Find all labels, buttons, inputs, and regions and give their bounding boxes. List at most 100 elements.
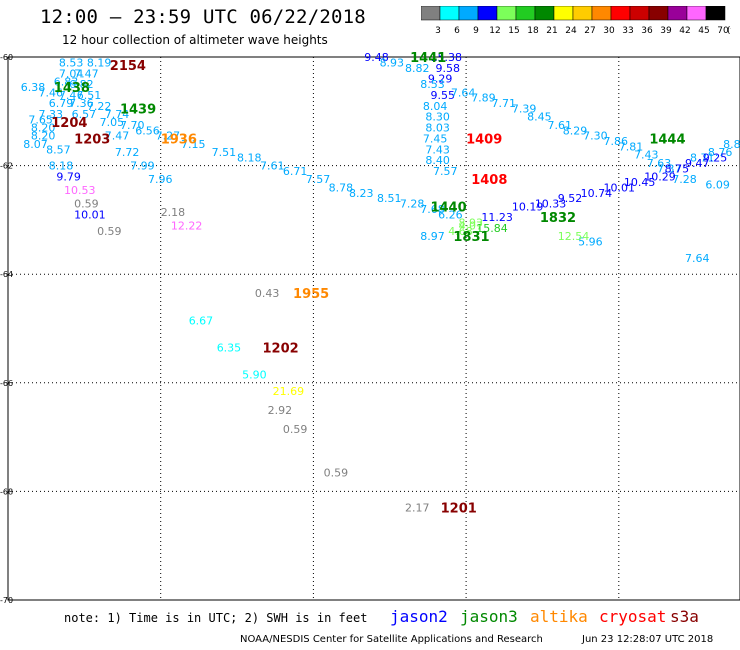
pass-time-label: 1831 (453, 230, 489, 245)
swh-value: 6.35 (217, 342, 242, 355)
swh-value: 2.18 (161, 206, 186, 219)
footer-note: note: 1) Time is in UTC; 2) SWH is in fe… (64, 611, 368, 625)
legend-cryosat: cryosat (599, 607, 667, 626)
pass-time-label: 1832 (540, 211, 576, 226)
lon-tick-label: 168 (153, 605, 168, 606)
legend-altika: altika (530, 607, 588, 626)
swh-value: 0.59 (97, 225, 122, 238)
swh-value: 8.19 (87, 56, 112, 69)
swh-value: 7.45 (423, 132, 448, 145)
swh-value: 8.57 (46, 143, 71, 156)
swh-value: 7.27 (156, 130, 181, 143)
map-frame (7, 56, 740, 601)
swh-value: 8.20 (31, 130, 55, 143)
swh-value: 7.81 (619, 141, 644, 154)
pass-time-label: 1202 (263, 342, 299, 357)
swh-value: 8.20 (31, 122, 55, 135)
swh-value: 7.43 (634, 149, 659, 162)
pass-time-label: 1441 (410, 51, 446, 66)
colorbar-label: 27 (584, 26, 595, 36)
swh-value: 12.54 (558, 230, 590, 243)
colorbar-label: 30 (603, 26, 615, 36)
swh-value: 9.55 (430, 89, 455, 102)
swh-value: 6.67 (189, 314, 214, 327)
swh-value: 7.70 (120, 119, 145, 132)
swh-value: 2.17 (405, 502, 430, 515)
swh-value: 8.18 (49, 160, 74, 173)
swh-value: 7.68 (420, 203, 445, 216)
lat-tick-label: -60 (0, 53, 13, 62)
swh-value: 6.09 (705, 179, 730, 192)
lat-tick-label: -70 (0, 596, 13, 605)
swh-value: 6.26 (438, 208, 463, 221)
swh-value: 9.58 (436, 62, 461, 75)
swh-value: 8.71 (690, 151, 715, 164)
swh-value: 7.28 (400, 198, 425, 211)
legend-s3a: s3a (670, 607, 699, 626)
swh-value: 10.01 (604, 181, 636, 194)
swh-value: 0.59 (74, 198, 99, 211)
swh-value: 8.51 (377, 192, 402, 205)
swh-value: 7.89 (471, 92, 496, 105)
pass-time-label: 1440 (430, 200, 466, 215)
pass-time-label: 1408 (471, 173, 507, 188)
timestamp: Jun 23 12:28:07 UTC 2018 (582, 634, 714, 645)
swh-value: 8.45 (527, 111, 552, 124)
legend-jason2: jason2 (390, 607, 448, 626)
swh-value: 7.57 (306, 173, 331, 186)
swh-value: 8.93 (458, 217, 483, 230)
swh-value: 9.52 (558, 192, 583, 205)
swh-value: 7.37 (657, 162, 682, 175)
swh-value: 9.29 (428, 73, 453, 86)
swh-value: 7.72 (115, 146, 140, 159)
swh-value: 7.61 (260, 160, 285, 173)
swh-value: 8.53 (59, 56, 84, 69)
swh-value: 7.65 (28, 113, 53, 126)
swh-value: 0.59 (283, 423, 308, 436)
swh-value: 10.53 (64, 184, 96, 197)
swh-value: 10.01 (74, 208, 106, 221)
colorbar-swatch (705, 6, 726, 21)
swh-value: 8.23 (349, 187, 374, 200)
pass-time-label: 1438 (54, 81, 90, 96)
legend-jason3: jason3 (460, 607, 518, 626)
colorbar-label: 36 (641, 26, 653, 36)
swh-value: 5.96 (578, 236, 603, 249)
pass-time-label: 1439 (120, 103, 156, 118)
swh-value: 6.56 (135, 124, 160, 137)
swh-value: 7.57 (433, 165, 458, 178)
swh-value: 21.69 (273, 385, 305, 398)
swh-value: 8.04 (423, 100, 448, 113)
colorbar-label: 45 (698, 26, 709, 36)
pass-time-label: 2154 (110, 59, 146, 74)
swh-value: 10.29 (644, 170, 676, 183)
pass-time-label: 1955 (293, 287, 329, 302)
swh-value: 8.82 (405, 62, 430, 75)
pass-time-label: 1204 (51, 116, 87, 131)
swh-value: 6.79 (49, 97, 74, 110)
swh-value: 7.43 (425, 143, 450, 156)
swh-value: 7.64 (685, 252, 710, 265)
lat-tick-label: -62 (0, 162, 13, 171)
colorbar-label: 39 (660, 26, 672, 36)
swh-value: 4.07 (458, 219, 483, 232)
swh-value: 7.04 (59, 67, 84, 80)
lon-tick-label: 165 (0, 605, 15, 606)
swh-value: 6.82 (69, 78, 94, 91)
swh-value: 7.28 (672, 173, 697, 186)
swh-value: 8.78 (329, 181, 354, 194)
swh-value: 9.25 (703, 151, 728, 164)
swh-value: 8.76 (708, 146, 733, 159)
swh-value: 7.47 (105, 130, 129, 143)
colorbar-label: 9 (473, 26, 479, 36)
pass-time-label: 1444 (649, 132, 685, 147)
colorbar-label: 18 (527, 26, 539, 36)
swh-value: 9.79 (56, 170, 80, 183)
colorbar-label: 15 (508, 26, 519, 36)
swh-value: 7.15 (181, 138, 206, 151)
swh-value: 10.33 (535, 198, 567, 211)
swh-value: 7.64 (451, 86, 476, 99)
lat-tick-label: -64 (0, 270, 13, 279)
swh-value: 15.84 (476, 222, 508, 235)
